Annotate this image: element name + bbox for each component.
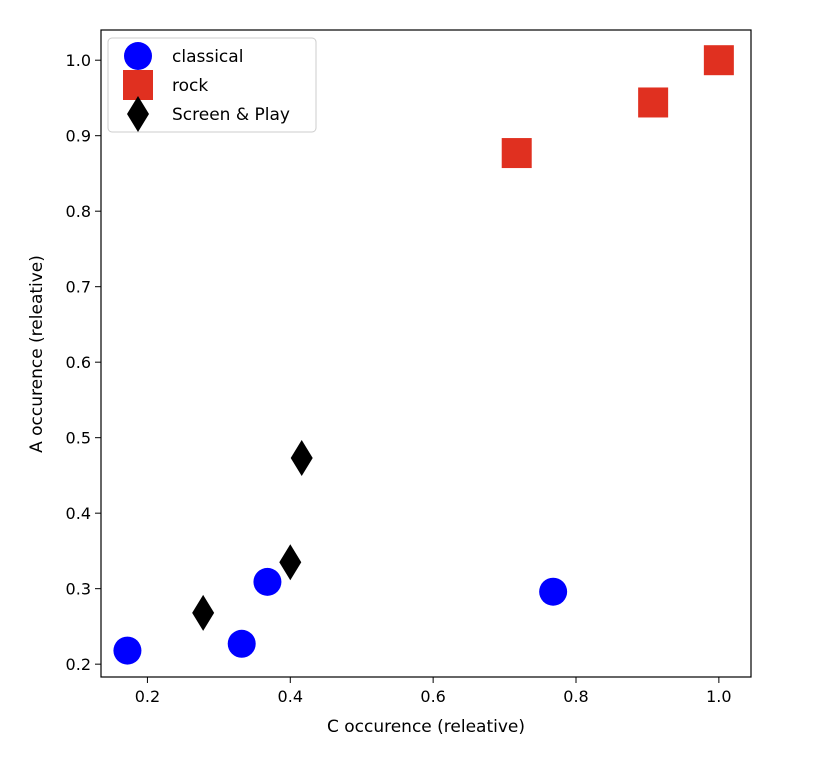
y-axis-ticks: 0.2 0.3 0.4 0.5 0.6 0.7 0.8 0.9 1.0 — [66, 51, 101, 674]
diamond-data-point — [279, 544, 302, 581]
y-axis-label: A occurence (releative) — [27, 255, 47, 453]
legend-label: Screen & Play — [172, 105, 290, 125]
y-tick-label: 0.8 — [66, 202, 91, 221]
y-tick-label: 0.4 — [66, 504, 91, 523]
x-tick-label: 0.8 — [563, 687, 588, 706]
y-tick-label: 0.2 — [66, 655, 91, 674]
data-markers — [113, 45, 734, 665]
y-tick-label: 1.0 — [66, 51, 91, 70]
square-data-point — [638, 87, 669, 118]
y-tick-label: 0.7 — [66, 278, 91, 297]
diamond-data-point — [192, 594, 215, 631]
circle-data-point — [253, 567, 282, 596]
y-tick-label: 0.3 — [66, 580, 91, 599]
circle-data-point — [113, 636, 142, 665]
circle-data-point — [539, 577, 568, 606]
square-data-point — [703, 45, 734, 76]
legend-label: classical — [172, 47, 243, 67]
legend-diamond-marker — [127, 96, 149, 132]
square-data-point — [501, 138, 532, 169]
legend-label: rock — [172, 76, 208, 96]
diamond-data-point — [290, 440, 313, 477]
legend-box — [107, 37, 317, 133]
y-tick-label: 0.5 — [66, 429, 91, 448]
x-tick-label: 0.2 — [135, 687, 160, 706]
x-axis-ticks: 0.2 0.4 0.6 0.8 1.0 — [135, 677, 732, 706]
legend-square-marker — [123, 70, 153, 100]
x-axis-label: C occurence (releative) — [327, 717, 525, 737]
y-tick-label: 0.9 — [66, 127, 91, 146]
legend: classical rock Screen & Play — [107, 37, 317, 133]
plot-area — [100, 29, 752, 678]
circle-data-point — [227, 629, 256, 658]
x-tick-label: 0.6 — [420, 687, 445, 706]
y-tick-label: 0.6 — [66, 353, 91, 372]
legend-circle-marker — [124, 42, 152, 70]
x-tick-label: 1.0 — [706, 687, 731, 706]
x-tick-label: 0.4 — [278, 687, 303, 706]
